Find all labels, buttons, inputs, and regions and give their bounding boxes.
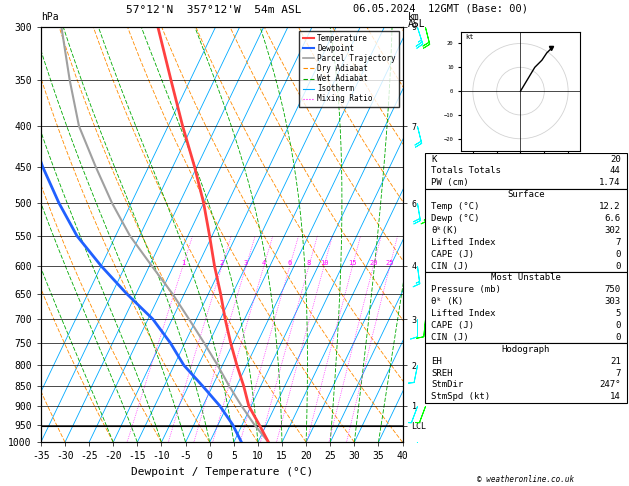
Text: 302: 302 xyxy=(604,226,621,235)
Text: Lifted Index: Lifted Index xyxy=(431,238,496,247)
Text: EH: EH xyxy=(431,357,442,365)
Text: 6.6: 6.6 xyxy=(604,214,621,223)
Legend: Temperature, Dewpoint, Parcel Trajectory, Dry Adiabat, Wet Adiabat, Isotherm, Mi: Temperature, Dewpoint, Parcel Trajectory… xyxy=(299,31,399,106)
Text: Pressure (mb): Pressure (mb) xyxy=(431,285,501,295)
Text: θᵏ (K): θᵏ (K) xyxy=(431,297,463,306)
Text: 06.05.2024  12GMT (Base: 00): 06.05.2024 12GMT (Base: 00) xyxy=(353,3,528,13)
Text: Most Unstable: Most Unstable xyxy=(491,274,561,282)
Text: 21: 21 xyxy=(610,357,621,365)
Bar xyxy=(425,153,627,189)
Text: SREH: SREH xyxy=(431,368,452,378)
Text: 20: 20 xyxy=(610,155,621,163)
Text: CIN (J): CIN (J) xyxy=(431,333,469,342)
Text: 5: 5 xyxy=(615,309,621,318)
Bar xyxy=(425,272,627,343)
Text: CIN (J): CIN (J) xyxy=(431,261,469,271)
Text: Totals Totals: Totals Totals xyxy=(431,166,501,175)
Text: Dewp (°C): Dewp (°C) xyxy=(431,214,479,223)
Text: 44: 44 xyxy=(610,166,621,175)
Text: 247°: 247° xyxy=(599,381,621,389)
Text: Surface: Surface xyxy=(507,190,545,199)
Text: 7: 7 xyxy=(615,368,621,378)
Text: 0: 0 xyxy=(615,250,621,259)
Text: 3: 3 xyxy=(244,260,248,266)
X-axis label: Dewpoint / Temperature (°C): Dewpoint / Temperature (°C) xyxy=(131,467,313,477)
Text: 20: 20 xyxy=(369,260,377,266)
Text: 15: 15 xyxy=(348,260,357,266)
Text: Temp (°C): Temp (°C) xyxy=(431,202,479,211)
Text: PW (cm): PW (cm) xyxy=(431,178,469,187)
Text: 750: 750 xyxy=(604,285,621,295)
Text: CAPE (J): CAPE (J) xyxy=(431,250,474,259)
Text: 14: 14 xyxy=(610,392,621,401)
Text: Hodograph: Hodograph xyxy=(502,345,550,354)
Text: 0: 0 xyxy=(615,261,621,271)
Bar xyxy=(425,189,627,272)
Text: 303: 303 xyxy=(604,297,621,306)
Text: km: km xyxy=(408,12,420,22)
Text: K: K xyxy=(431,155,437,163)
Text: 1.74: 1.74 xyxy=(599,178,621,187)
Text: 10: 10 xyxy=(320,260,328,266)
Text: ASL: ASL xyxy=(408,19,425,29)
Text: kt: kt xyxy=(465,34,474,40)
Text: 0: 0 xyxy=(615,333,621,342)
Text: hPa: hPa xyxy=(41,12,58,22)
Text: StmDir: StmDir xyxy=(431,381,463,389)
Text: 12.2: 12.2 xyxy=(599,202,621,211)
Text: 57°12'N  357°12'W  54m ASL: 57°12'N 357°12'W 54m ASL xyxy=(126,4,302,15)
Text: 0: 0 xyxy=(615,321,621,330)
Text: Lifted Index: Lifted Index xyxy=(431,309,496,318)
Text: 7: 7 xyxy=(615,238,621,247)
Text: 25: 25 xyxy=(386,260,394,266)
Text: 6: 6 xyxy=(287,260,292,266)
Bar xyxy=(425,343,627,403)
Text: 2: 2 xyxy=(220,260,224,266)
Text: StmSpd (kt): StmSpd (kt) xyxy=(431,392,490,401)
Text: 1: 1 xyxy=(181,260,185,266)
Y-axis label: Mixing Ratio (g/kg): Mixing Ratio (g/kg) xyxy=(432,183,441,286)
Text: 4: 4 xyxy=(262,260,266,266)
Text: CAPE (J): CAPE (J) xyxy=(431,321,474,330)
Text: θᵏ(K): θᵏ(K) xyxy=(431,226,458,235)
Text: © weatheronline.co.uk: © weatheronline.co.uk xyxy=(477,475,574,485)
Text: 8: 8 xyxy=(307,260,311,266)
